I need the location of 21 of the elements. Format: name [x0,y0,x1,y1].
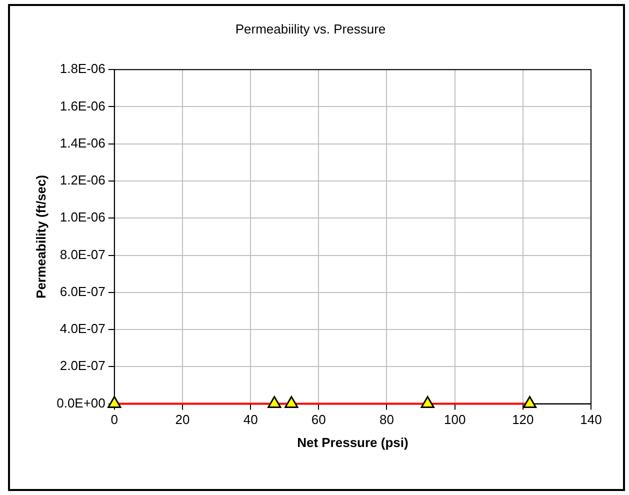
x-tick-label: 140 [580,412,602,428]
chart-title: Permeabiility vs. Pressure [235,21,386,36]
y-tick-label: 1.6E-06 [60,98,106,114]
y-tick-label: 0.0E+00 [56,395,106,410]
y-tick-label: 8.0E-07 [60,246,106,262]
y-tick-label: 1.4E-06 [60,135,106,150]
x-tick-label: 80 [380,412,394,428]
y-tick-label: 2.0E-07 [60,358,106,374]
x-tick-label: 20 [175,412,190,428]
x-tick-label: 120 [512,412,534,428]
y-axis-title: Permeability (ft/sec) [33,174,48,298]
y-tick-label: 1.0E-06 [60,210,106,225]
y-tick-label: 4.0E-07 [60,321,106,336]
x-tick-label: 100 [444,412,466,428]
y-tick-label: 6.0E-07 [60,284,106,299]
x-tick-label: 0 [110,412,118,428]
y-tick-label: 1.2E-06 [60,172,106,188]
x-tick-label: 60 [311,412,326,428]
x-axis-title: Net Pressure (psi) [297,434,408,450]
x-tick-label: 40 [243,412,258,428]
y-tick-label: 1.8E-06 [60,61,106,76]
